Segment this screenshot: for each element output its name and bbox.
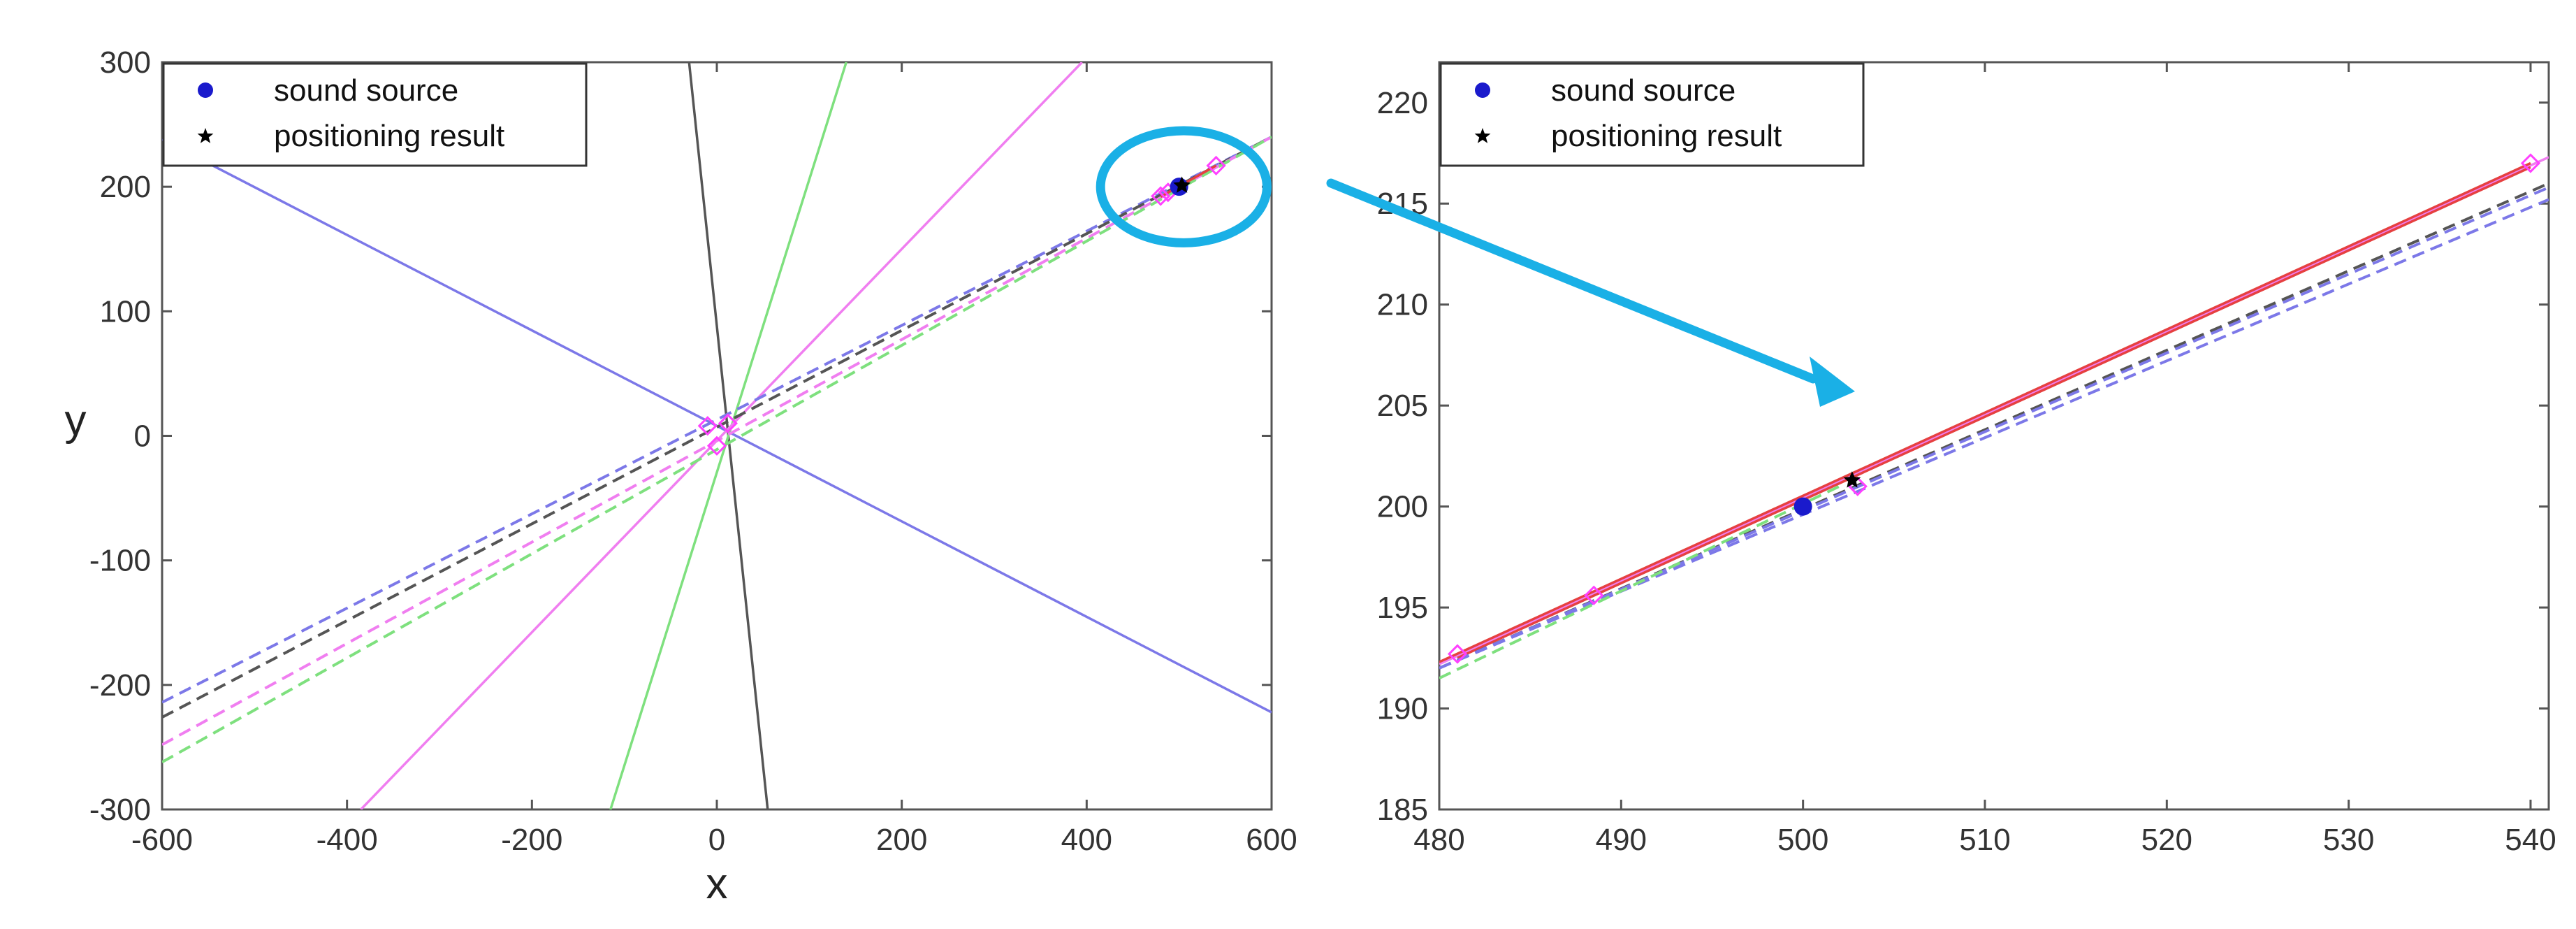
right-y-tick-label: 185 [1377,793,1428,827]
right-sound-source-point [1793,497,1812,516]
left-line-dashed-4 [162,136,1272,704]
right-x-tick-label: 530 [2323,823,2374,857]
right-y-tick-label: 210 [1377,288,1428,322]
left-legend-positioning-result-label: positioning result [274,119,504,153]
left-diamond-marker [1151,186,1171,206]
right-y-tick-label: 190 [1377,692,1428,726]
left-diamond-marker [706,435,727,456]
left-y-axis-title: y [65,396,87,445]
right-x-tick-label: 520 [2141,823,2192,857]
right-y-tick-label: 195 [1377,591,1428,625]
left-chart: -600 -400 -200 0 200 400 600 300 200 100 0 -100 -200… [65,45,1297,908]
right-legend-sound-source-icon [1475,82,1490,98]
left-y-tick-label: -300 [89,793,151,827]
left-x-tick-label: 600 [1246,823,1297,857]
left-legend-sound-source-icon [198,82,213,98]
left-y-tick-label: 0 [134,419,151,454]
right-diamond-marker [2520,153,2541,173]
left-x-tick-label: -200 [501,823,562,857]
left-plot-area [161,61,1273,811]
right-line-solid-1 [1439,161,2531,663]
right-legend-sound-source-label: sound source [1551,73,1735,108]
left-line-dashed-5 [162,136,1272,719]
right-chart: 480 490 500 510 520 530 5402202152102052001951… [1377,61,2556,857]
right-x-tick-label: 510 [1959,823,2010,857]
left-y-tick-label: 100 [100,294,151,329]
right-diamond-marker [1584,585,1604,605]
left-x-tick-label: -600 [131,823,193,857]
left-line-dashed-7 [162,136,1272,764]
left-positioning-result-point [1173,176,1191,193]
left-x-tick-label: -400 [316,823,378,857]
right-line-solid-2 [1457,166,2531,659]
zoom-arrow-head [1810,357,1855,407]
left-diamond-marker [718,413,738,433]
right-line-solid-0 [1439,156,2549,665]
right-legend [1439,62,1865,167]
left-legend [162,62,588,167]
right-x-tick-label: 500 [1777,823,1828,857]
left-zoom-highlight-ellipse [1096,126,1272,247]
right-positioning-result-point [1843,471,1861,488]
left-y-tick-label: -200 [89,668,151,703]
right-line-dashed-6 [1439,484,1840,680]
left-legend-positioning-result-icon [197,128,214,143]
right-y-tick-label: 205 [1377,389,1428,423]
left-x-tick-label: 400 [1061,823,1112,857]
right-x-tick-label: 540 [2505,823,2556,857]
right-legend-positioning-result-icon [1474,128,1491,143]
left-diamond-marker [697,416,718,436]
left-legend-sound-source-label: sound source [274,73,458,108]
left-x-tick-label: 0 [708,823,725,857]
left-line-solid-2 [609,62,847,809]
left-y-tick-label: -100 [89,544,151,578]
right-data-layer [1439,153,2549,680]
right-y-tick-label: 220 [1377,86,1428,120]
left-x-axis-title: x [706,860,728,908]
right-plot-area [1438,61,2550,811]
right-legend-positioning-result-label: positioning result [1551,119,1782,153]
left-line-solid-8 [1160,164,1217,198]
left-diamond-marker [1206,155,1226,175]
left-y-tick-label: 300 [100,45,151,80]
left-line-dashed-6 [162,136,1272,747]
right-x-tick-label: 480 [1413,823,1464,857]
zoom-arrow-shaft [1326,178,1818,384]
right-y-tick-label: 200 [1377,490,1428,524]
right-diamond-marker [1447,644,1468,664]
left-y-tick-label: 200 [100,170,151,204]
right-x-tick-label: 490 [1596,823,1647,857]
left-x-tick-label: 200 [876,823,927,857]
zoom-annotation [1326,178,1855,407]
left-line-solid-3 [360,62,1083,809]
left-data-layer [162,62,1272,809]
